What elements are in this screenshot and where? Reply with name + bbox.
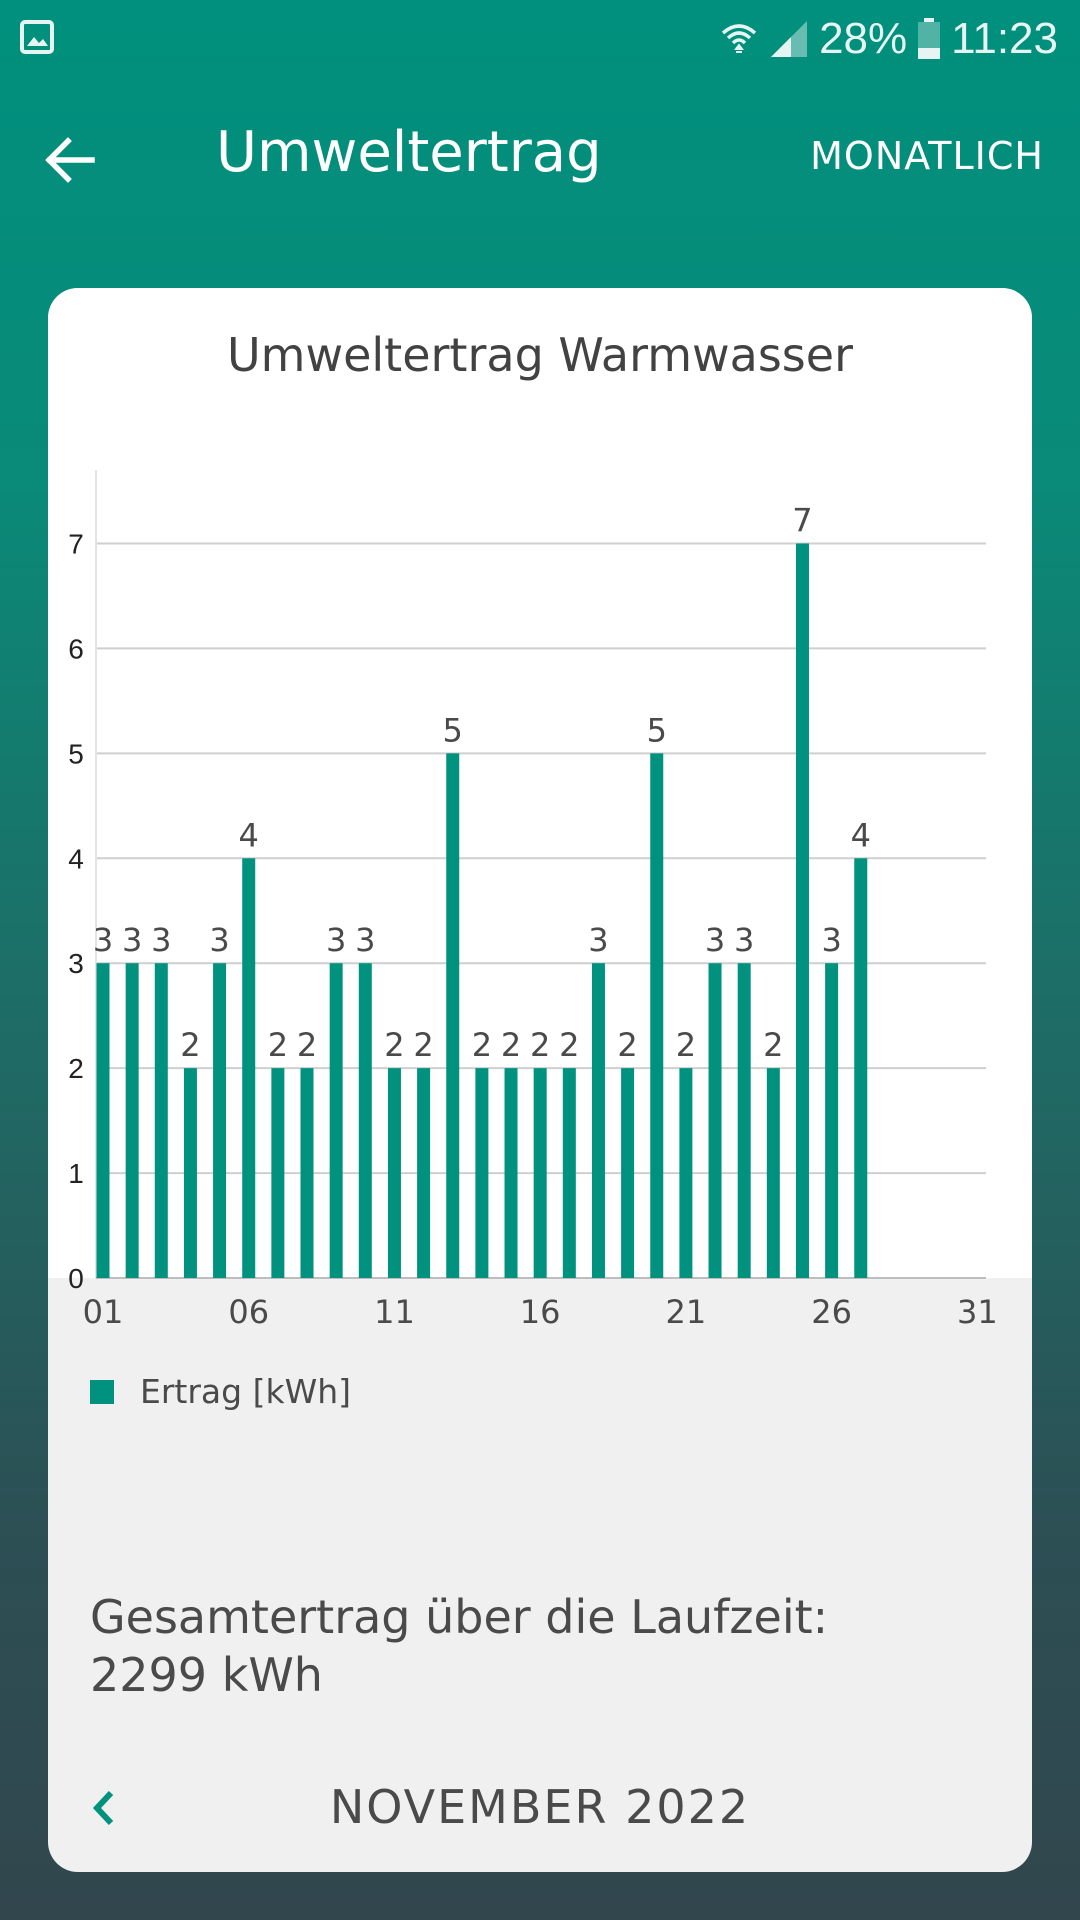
bar (591, 963, 605, 1278)
status-bar: 28% 11:23 (0, 0, 1080, 78)
total-value: 2299 kWh (90, 1648, 323, 1702)
bar-value-label: 7 (792, 501, 812, 539)
clock: 11:23 (951, 14, 1058, 63)
lifetime-total: Gesamtertrag über die Laufzeit: 2299 kWh (90, 1588, 828, 1704)
total-label: Gesamtertrag über die Laufzeit: (90, 1590, 829, 1644)
bar (154, 963, 168, 1278)
battery-icon (918, 18, 941, 59)
x-tick-label: 31 (957, 1293, 998, 1331)
back-button[interactable] (40, 130, 100, 190)
bar (854, 858, 868, 1278)
signal-icon (771, 21, 808, 57)
bar-value-label: 2 (763, 1026, 783, 1064)
y-tick-label: 1 (68, 1158, 84, 1189)
bar-value-label: 2 (413, 1026, 433, 1064)
y-tick-label: 2 (68, 1053, 84, 1084)
previous-month-button[interactable] (78, 1780, 128, 1836)
x-tick-label: 21 (666, 1293, 707, 1331)
bar (125, 963, 139, 1278)
bar (183, 1068, 197, 1278)
x-tick-label: 16 (520, 1293, 561, 1331)
bar (417, 1068, 431, 1278)
bar-value-label: 3 (588, 921, 608, 959)
bar-value-label: 2 (268, 1026, 288, 1064)
arrow-left-icon (45, 137, 95, 183)
bar (795, 543, 809, 1278)
bar-value-label: 3 (209, 921, 229, 959)
bar-value-label: 4 (851, 816, 871, 854)
bar-value-label: 2 (472, 1026, 492, 1064)
chart-title: Umweltertrag Warmwasser (227, 328, 853, 382)
month-label: NOVEMBER 2022 (329, 1780, 751, 1834)
bar (621, 1068, 635, 1278)
bar-value-label: 2 (559, 1026, 579, 1064)
chart-legend: Ertrag [kWh] (90, 1372, 351, 1411)
page-title: Umweltertrag (216, 120, 602, 185)
bar-value-label: 3 (355, 921, 375, 959)
bar-value-label: 4 (239, 816, 259, 854)
bar (358, 963, 372, 1278)
bar (329, 963, 343, 1278)
bar-value-label: 3 (151, 921, 171, 959)
bar-value-label: 2 (676, 1026, 696, 1064)
y-tick-label: 0 (68, 1263, 84, 1294)
period-button[interactable]: MONATLICH (810, 134, 1044, 178)
bar-value-label: 5 (647, 711, 667, 749)
bar-value-label: 2 (297, 1026, 317, 1064)
x-tick-label: 01 (83, 1293, 124, 1331)
legend-label: Ertrag [kWh] (140, 1372, 351, 1411)
bar-value-label: 5 (443, 711, 463, 749)
bar (271, 1068, 285, 1278)
bar (387, 1068, 401, 1278)
bar-value-label: 3 (734, 921, 754, 959)
app-bar: Umweltertrag MONATLICH (0, 90, 1080, 220)
bar (533, 1068, 547, 1278)
bar (562, 1068, 576, 1278)
bar (737, 963, 751, 1278)
bar (96, 963, 110, 1278)
bar-value-label: 2 (530, 1026, 550, 1064)
y-tick-label: 4 (68, 843, 84, 874)
y-tick-label: 6 (68, 633, 84, 664)
bar (242, 858, 256, 1278)
gallery-icon (20, 20, 54, 54)
bar-value-label: 3 (122, 921, 142, 959)
bar-value-label: 2 (617, 1026, 637, 1064)
x-tick-label: 06 (228, 1293, 269, 1331)
bar (708, 963, 722, 1278)
bar (825, 963, 839, 1278)
wifi-icon (721, 24, 757, 53)
bar (475, 1068, 489, 1278)
bar-value-label: 3 (93, 921, 113, 959)
y-tick-label: 5 (68, 738, 84, 769)
bar (504, 1068, 518, 1278)
bar-value-label: 3 (326, 921, 346, 959)
y-tick-label: 7 (68, 528, 84, 559)
bar-value-label: 3 (821, 921, 841, 959)
bar-value-label: 2 (384, 1026, 404, 1064)
battery-percent: 28% (819, 14, 908, 63)
bar (446, 753, 460, 1278)
bar-value-label: 3 (705, 921, 725, 959)
bar-value-label: 2 (501, 1026, 521, 1064)
bar (650, 753, 664, 1278)
y-tick-label: 3 (68, 948, 84, 979)
bar (679, 1068, 693, 1278)
bar (766, 1068, 780, 1278)
legend-swatch (90, 1379, 114, 1404)
bar (213, 963, 227, 1278)
bar (300, 1068, 314, 1278)
x-tick-label: 26 (811, 1293, 852, 1331)
month-navigation: NOVEMBER 2022 (48, 1768, 1032, 1848)
bar-value-label: 2 (180, 1026, 200, 1064)
x-tick-label: 11 (374, 1293, 415, 1331)
chevron-left-icon (92, 1790, 114, 1826)
